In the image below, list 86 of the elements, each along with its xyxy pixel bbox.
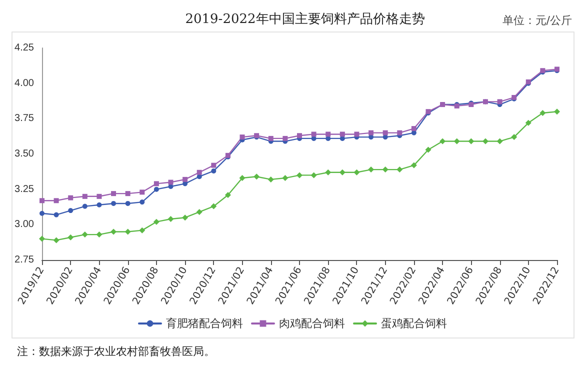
point bbox=[39, 236, 45, 242]
point bbox=[125, 191, 130, 196]
point bbox=[354, 132, 360, 137]
point bbox=[111, 200, 116, 206]
point bbox=[182, 181, 188, 186]
point bbox=[211, 168, 216, 174]
point bbox=[382, 130, 388, 136]
point bbox=[68, 208, 74, 214]
chart-subtitle: 单位：元/公斤 bbox=[502, 14, 572, 27]
point bbox=[53, 237, 60, 244]
point bbox=[110, 228, 117, 235]
point bbox=[240, 134, 245, 140]
point bbox=[239, 175, 246, 182]
point bbox=[397, 130, 402, 136]
point bbox=[497, 99, 502, 104]
point bbox=[211, 162, 216, 168]
chart-title: 2019-2022年中国主要饲料产品价格走势 bbox=[185, 11, 425, 27]
point bbox=[96, 194, 102, 199]
text: 注：数据来源于农业农村部畜牧兽医局。 bbox=[17, 345, 215, 358]
point bbox=[40, 198, 44, 204]
point bbox=[311, 132, 316, 137]
point bbox=[340, 132, 345, 137]
point bbox=[168, 216, 174, 222]
point bbox=[82, 232, 88, 238]
point bbox=[440, 138, 446, 144]
point bbox=[468, 138, 474, 144]
point bbox=[282, 136, 288, 141]
point bbox=[182, 176, 188, 182]
point bbox=[339, 169, 346, 176]
point bbox=[296, 172, 302, 178]
y-tick-label: 3.50 bbox=[14, 148, 34, 160]
point bbox=[140, 200, 145, 205]
point bbox=[125, 200, 130, 206]
point bbox=[140, 190, 145, 195]
point bbox=[496, 138, 503, 144]
point bbox=[268, 136, 274, 141]
y-tick-label: 4.00 bbox=[14, 78, 34, 89]
point bbox=[282, 175, 288, 182]
point bbox=[182, 214, 188, 221]
point bbox=[482, 138, 488, 144]
point bbox=[54, 212, 59, 218]
point bbox=[68, 234, 74, 240]
point bbox=[154, 186, 159, 192]
point bbox=[196, 170, 202, 175]
point bbox=[326, 132, 331, 137]
point bbox=[396, 166, 403, 173]
point bbox=[410, 162, 417, 168]
point bbox=[68, 195, 74, 200]
point bbox=[511, 134, 518, 140]
point bbox=[411, 126, 416, 132]
y-tick-label: 2.75 bbox=[14, 254, 34, 266]
point bbox=[54, 198, 59, 204]
y-tick-label: 3.75 bbox=[14, 113, 34, 124]
point bbox=[325, 169, 332, 176]
legend-label: 育肥猪配合饲料 bbox=[166, 317, 243, 330]
point bbox=[196, 208, 202, 215]
point bbox=[153, 218, 160, 225]
point bbox=[210, 203, 217, 210]
point bbox=[368, 130, 374, 136]
legend-label: 肉鸡配合饲料 bbox=[279, 317, 345, 330]
point bbox=[254, 174, 260, 180]
point bbox=[124, 228, 131, 235]
point bbox=[554, 108, 560, 115]
point bbox=[354, 169, 360, 176]
point bbox=[525, 120, 532, 126]
point bbox=[139, 227, 146, 234]
legend-label: 蛋鸡配合饲料 bbox=[381, 317, 447, 330]
point bbox=[40, 210, 44, 216]
y-tick-label: 4.25 bbox=[14, 42, 34, 54]
y-tick-label: 3.00 bbox=[14, 219, 34, 230]
point bbox=[154, 181, 159, 186]
point bbox=[297, 133, 302, 138]
point bbox=[454, 138, 460, 144]
point bbox=[382, 166, 388, 173]
point bbox=[96, 202, 102, 208]
point bbox=[82, 204, 88, 209]
point bbox=[310, 172, 317, 178]
point bbox=[425, 146, 432, 153]
point bbox=[224, 192, 231, 198]
point bbox=[82, 194, 88, 199]
point bbox=[111, 191, 116, 196]
point bbox=[540, 110, 546, 116]
y-tick-label: 3.25 bbox=[14, 184, 34, 195]
point bbox=[96, 232, 102, 238]
point bbox=[168, 180, 174, 185]
point bbox=[268, 176, 274, 182]
